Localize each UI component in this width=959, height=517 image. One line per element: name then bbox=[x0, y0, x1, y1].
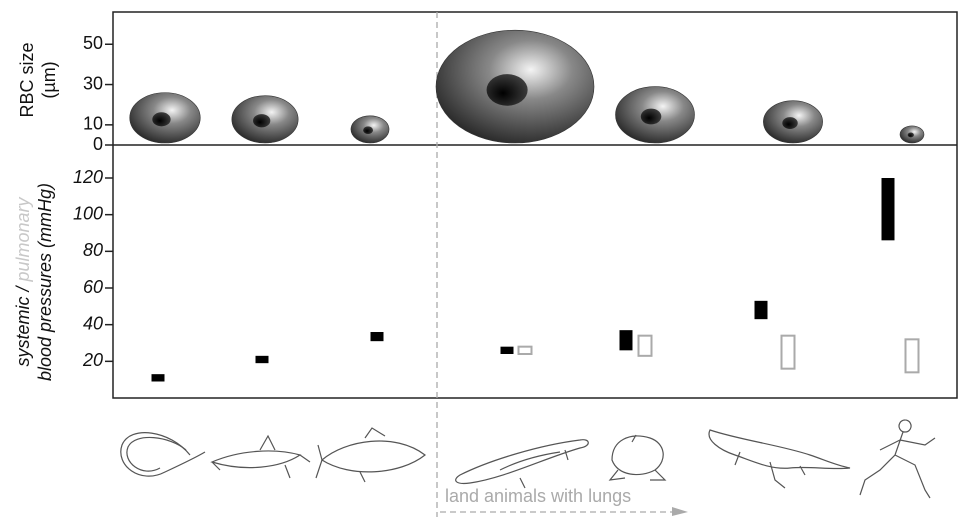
arrow-head bbox=[672, 507, 688, 516]
y-axis-label: systemic / pulmonary bbox=[13, 196, 33, 366]
cell-center bbox=[487, 74, 528, 106]
pulmonary-pressure-bar bbox=[782, 336, 795, 369]
systemic-pressure-bar bbox=[256, 356, 269, 363]
y-tick-label: 50 bbox=[83, 33, 103, 53]
systemic-pressure-bar bbox=[501, 347, 514, 354]
y-axis-label: (µm) bbox=[39, 61, 59, 98]
y-axis-label: RBC size bbox=[17, 42, 37, 117]
y-tick-label: 10 bbox=[83, 114, 103, 134]
y-axis-label: blood pressures (mmHg) bbox=[35, 183, 55, 381]
y-tick-label: 0 bbox=[93, 134, 103, 154]
y-tick-label: 40 bbox=[83, 313, 103, 333]
systemic-pressure-bar bbox=[371, 332, 384, 341]
systemic-pressure-bar bbox=[152, 374, 165, 381]
cell-center bbox=[253, 114, 270, 127]
y-tick-label: 30 bbox=[83, 73, 103, 93]
y-tick-label: 80 bbox=[83, 240, 103, 260]
y-label-pulmonary: pulmonary bbox=[13, 196, 33, 282]
y-tick-label: 100 bbox=[73, 203, 103, 223]
cell-center bbox=[641, 109, 662, 125]
pulmonary-pressure-bar bbox=[906, 339, 919, 372]
chart: RBC size (µm) systemic / pulmonary blood… bbox=[0, 0, 959, 517]
y-tick-label: 20 bbox=[82, 350, 103, 370]
y-tick-label: 120 bbox=[73, 167, 103, 187]
pulmonary-pressure-bar bbox=[519, 347, 532, 354]
cell-center bbox=[908, 133, 914, 138]
pulmonary-pressure-bar bbox=[639, 336, 652, 356]
cell-center bbox=[152, 112, 170, 126]
cell-center bbox=[363, 126, 373, 134]
systemic-pressure-bar bbox=[620, 330, 633, 350]
annotation: land animals with lungs bbox=[445, 486, 631, 506]
y-label-systemic: systemic / bbox=[13, 285, 33, 367]
systemic-pressure-bar bbox=[755, 301, 768, 319]
cell-center bbox=[782, 117, 797, 129]
systemic-pressure-bar bbox=[882, 178, 895, 240]
y-tick-label: 60 bbox=[83, 277, 103, 297]
